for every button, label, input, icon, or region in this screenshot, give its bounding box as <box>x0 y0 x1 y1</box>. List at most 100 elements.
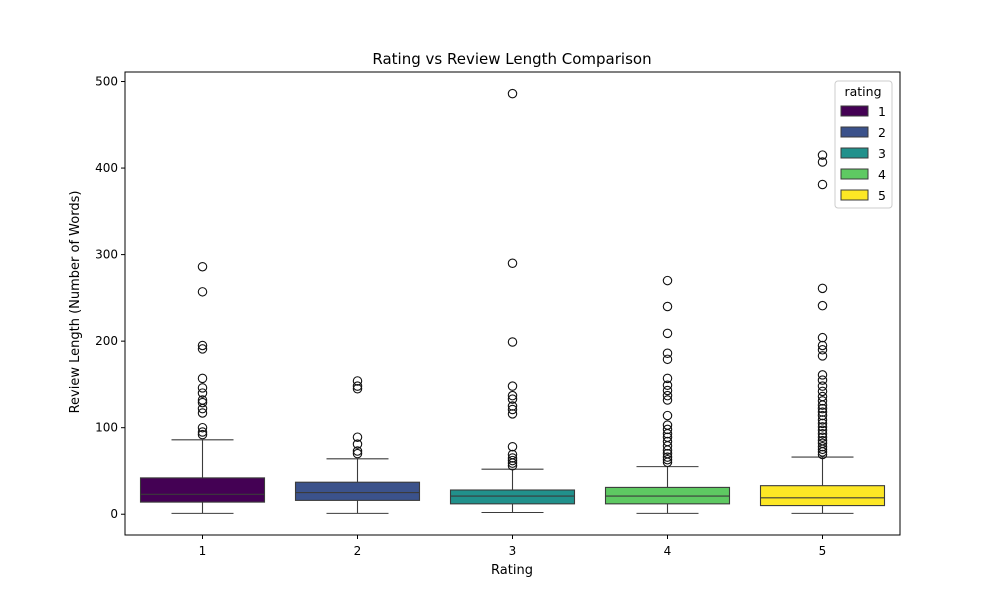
outlier-point <box>507 404 518 415</box>
outlier-point <box>352 439 363 449</box>
legend-label: 4 <box>878 167 886 182</box>
outlier-point <box>817 300 828 311</box>
outlier-point <box>507 455 518 466</box>
legend-label: 1 <box>878 104 886 119</box>
outlier-point <box>507 401 518 411</box>
plot-area: 0 100 200 300 400 500 1 2 3 4 5 <box>95 75 886 558</box>
x-axis-label: Rating <box>491 563 533 578</box>
outlier-point <box>817 403 828 414</box>
outlier-point <box>817 340 828 351</box>
outlier-point <box>817 432 828 442</box>
outlier-point <box>662 424 673 435</box>
outlier-point <box>507 337 518 347</box>
outlier-point <box>817 435 828 446</box>
outlier-point <box>662 395 673 405</box>
outlier-point <box>507 381 518 391</box>
outlier-point <box>197 422 208 433</box>
outlier-point <box>817 332 828 343</box>
outlier-point <box>817 449 828 460</box>
outlier-point <box>662 373 673 384</box>
y-tick-label: 200 <box>95 334 118 348</box>
outlier-point <box>197 373 208 384</box>
x-tick-label: 4 <box>664 544 672 558</box>
outlier-point <box>662 275 673 286</box>
outlier-point <box>507 258 518 269</box>
legend-swatch <box>840 189 869 201</box>
outlier-point <box>507 441 518 452</box>
outlier-point <box>352 381 363 391</box>
outlier-point <box>662 420 673 430</box>
outlier-point <box>197 383 208 393</box>
y-tick-label: 100 <box>95 421 118 435</box>
outlier-point <box>817 351 828 361</box>
y-axis-label: Review Length (Number of Words) <box>68 191 83 414</box>
outlier-point <box>197 287 208 297</box>
x-tick-label: 1 <box>199 544 207 558</box>
outlier-point <box>817 157 828 167</box>
outlier-point <box>817 386 828 397</box>
outlier-point <box>197 344 208 354</box>
outlier-point <box>817 438 828 449</box>
outlier-point <box>197 395 208 405</box>
box-iqr <box>294 481 421 501</box>
outlier-point <box>817 179 828 190</box>
outlier-point <box>662 436 673 447</box>
outlier-point <box>662 410 673 421</box>
outlier-point <box>352 446 363 456</box>
outlier-point <box>817 375 828 385</box>
outlier-point <box>662 385 673 396</box>
outlier-point <box>817 410 828 421</box>
outlier-point <box>817 370 828 380</box>
outlier-point <box>662 452 673 462</box>
outlier-point <box>817 150 828 160</box>
outlier-point <box>507 390 518 401</box>
outlier-point <box>662 348 673 359</box>
outlier-point <box>507 409 518 419</box>
outlier-point <box>507 453 518 463</box>
box-group-rating-1 <box>139 261 266 514</box>
chart-title: Rating vs Review Length Comparison <box>372 50 651 68</box>
outlier-point <box>662 301 673 312</box>
legend-label: 3 <box>878 146 886 161</box>
outlier-point <box>662 432 673 442</box>
plot-frame <box>124 71 901 536</box>
legend-label: 5 <box>878 188 886 203</box>
outlier-point <box>197 427 208 437</box>
y-tick-label: 300 <box>95 248 118 262</box>
outlier-point <box>817 418 828 429</box>
y-tick-label: 500 <box>95 75 118 89</box>
box-group-rating-4 <box>604 275 731 514</box>
outlier-point <box>817 428 828 439</box>
outlier-point <box>662 328 673 339</box>
outlier-point <box>197 408 208 418</box>
outlier-point <box>662 390 673 401</box>
legend-title: rating <box>844 84 881 99</box>
outlier-point <box>817 381 828 391</box>
outlier-point <box>507 449 518 460</box>
outlier-point <box>817 422 828 432</box>
box-group-rating-2 <box>294 376 421 514</box>
outlier-point <box>507 88 518 99</box>
outlier-point <box>352 432 363 442</box>
outlier-point <box>817 396 828 406</box>
box-iqr <box>759 485 886 507</box>
outlier-point <box>507 461 518 471</box>
box-group-rating-5 <box>759 150 886 514</box>
legend-label: 2 <box>878 125 886 140</box>
outlier-point <box>352 448 363 459</box>
x-tick-label: 5 <box>819 544 827 558</box>
outlier-point <box>662 354 673 365</box>
outlier-point <box>197 429 208 440</box>
outlier-point <box>197 388 208 398</box>
outlier-point <box>662 454 673 465</box>
legend-swatch <box>840 105 869 117</box>
outlier-point <box>817 407 828 417</box>
outlier-point <box>817 425 828 436</box>
outlier-point <box>507 394 518 404</box>
outlier-point <box>197 397 208 408</box>
outlier-point <box>662 380 673 391</box>
y-tick-label: 0 <box>110 507 118 521</box>
box-group-rating-3 <box>449 88 576 514</box>
outlier-point <box>817 415 828 425</box>
